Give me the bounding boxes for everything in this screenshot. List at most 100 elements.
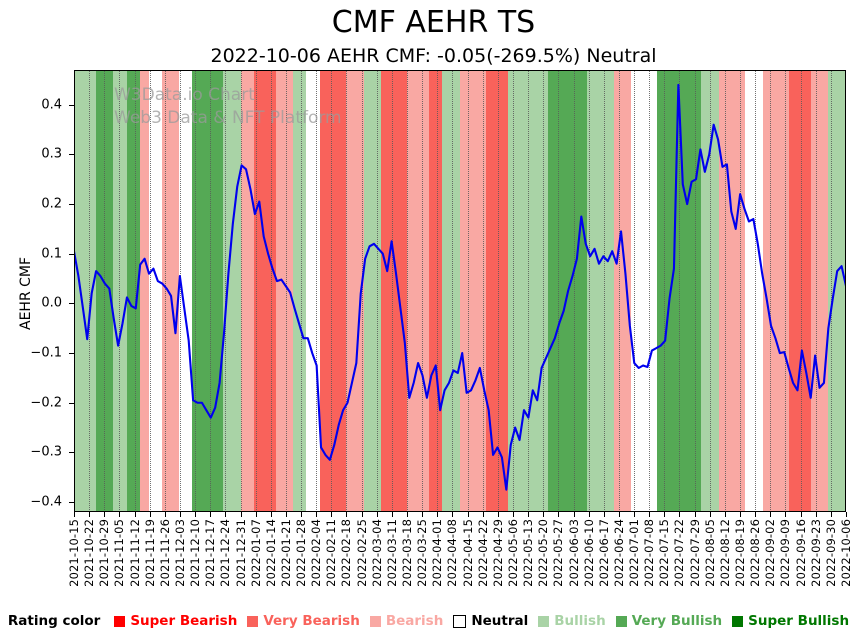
x-tick-label: 2022-10-06	[839, 519, 853, 587]
gridline	[830, 70, 832, 512]
y-tick-mark	[69, 402, 74, 404]
x-tick-mark	[815, 512, 817, 517]
x-tick-mark	[785, 512, 787, 517]
x-tick-mark	[316, 512, 318, 517]
chart-subtitle: 2022-10-06 AEHR CMF: -0.05(-269.5%) Neut…	[210, 45, 657, 67]
rating-band	[718, 70, 746, 512]
rating-band	[223, 70, 242, 512]
plot-area: W3Data.io Chart Web3 Data & NFT Platform	[74, 70, 846, 512]
x-tick-mark	[709, 512, 711, 517]
legend-item[interactable]: Bearish	[369, 613, 444, 629]
gridline	[391, 70, 393, 512]
rating-band	[631, 70, 658, 512]
x-tick-label: 2022-07-22	[672, 519, 687, 587]
x-tick-label: 2022-04-01	[430, 519, 445, 587]
x-tick-mark	[361, 512, 363, 517]
x-tick-mark	[770, 512, 772, 517]
x-tick-label: 2022-01-28	[294, 519, 309, 587]
x-tick-label: 2021-12-17	[203, 519, 218, 587]
x-tick-label: 2022-01-07	[248, 519, 263, 587]
gridline	[740, 70, 742, 512]
legend-item[interactable]: Neutral	[453, 613, 528, 629]
x-tick-label: 2022-03-18	[400, 519, 415, 587]
x-tick-label: 2021-10-22	[82, 519, 97, 587]
rating-band	[762, 70, 790, 512]
y-tick-mark	[69, 204, 74, 206]
legend-item-label: Very Bullish	[631, 613, 723, 629]
x-tick-mark	[830, 512, 832, 517]
x-tick-label: 2022-08-26	[748, 519, 763, 587]
cmf-line-series	[74, 83, 846, 491]
x-tick-label: 2022-06-17	[596, 519, 611, 587]
x-tick-label: 2022-06-24	[611, 519, 626, 587]
x-tick-mark	[104, 512, 106, 517]
gridline	[482, 70, 484, 512]
y-tick-label: −0.3	[30, 444, 62, 460]
x-tick-mark	[301, 512, 303, 517]
x-tick-mark	[543, 512, 545, 517]
gridline	[179, 70, 181, 512]
x-tick-mark	[422, 512, 424, 517]
x-tick-mark	[679, 512, 681, 517]
x-tick-mark	[331, 512, 333, 517]
x-tick-label: 2022-08-19	[733, 519, 748, 587]
rating-band	[293, 70, 308, 512]
x-tick-mark	[407, 512, 409, 517]
legend-item-label: Bearish	[385, 613, 444, 629]
x-tick-mark	[285, 512, 287, 517]
legend-item-label: Very Bearish	[263, 613, 360, 629]
y-tick-label: −0.1	[30, 345, 62, 361]
x-tick-mark	[270, 512, 272, 517]
gridline	[755, 70, 757, 512]
gridline	[225, 70, 227, 512]
legend-item[interactable]: Very Bearish	[247, 613, 360, 629]
x-tick-label: 2021-11-05	[112, 519, 127, 587]
x-tick-label: 2022-03-04	[369, 519, 384, 587]
x-tick-mark	[497, 512, 499, 517]
x-tick-mark	[164, 512, 166, 517]
gridline	[316, 70, 318, 512]
legend-title: Rating color	[7, 613, 101, 629]
gridline	[240, 70, 242, 512]
x-tick-mark	[512, 512, 514, 517]
x-tick-label: 2022-02-25	[354, 519, 369, 587]
x-tick-label: 2021-10-29	[97, 519, 112, 587]
x-tick-label: 2022-05-13	[521, 519, 536, 587]
legend-item[interactable]: Very Bullish	[615, 613, 723, 629]
x-tick-mark	[588, 512, 590, 517]
gridline	[270, 70, 272, 512]
x-tick-mark	[846, 512, 847, 517]
rating-band	[381, 70, 408, 512]
y-tick-label: 0.1	[41, 246, 62, 262]
gridline	[694, 70, 696, 512]
gridline	[346, 70, 348, 512]
x-tick-label: 2021-12-31	[233, 519, 248, 587]
y-tick-mark	[69, 154, 74, 156]
legend-item-label: Super Bearish	[130, 613, 238, 629]
x-tick-label: 2021-11-19	[142, 519, 157, 587]
gridline	[573, 70, 575, 512]
legend-item[interactable]: Super Bullish	[732, 613, 849, 629]
x-tick-label: 2022-04-08	[445, 519, 460, 587]
rating-band	[253, 70, 277, 512]
legend-item-label: Super Bullish	[748, 613, 850, 629]
x-tick-mark	[558, 512, 560, 517]
legend-item[interactable]: Bullish	[538, 613, 606, 629]
x-tick-label: 2022-01-14	[263, 519, 278, 587]
gridline	[588, 70, 590, 512]
gridline	[437, 70, 439, 512]
x-tick-label: 2021-11-26	[157, 519, 172, 587]
rating-band	[126, 70, 141, 512]
x-tick-mark	[740, 512, 742, 517]
legend-item-label: Bullish	[554, 613, 606, 629]
gridline	[89, 70, 91, 512]
x-tick-mark	[452, 512, 454, 517]
x-tick-label: 2022-02-18	[339, 519, 354, 587]
gridline	[149, 70, 151, 512]
legend-item[interactable]: Super Bearish	[114, 613, 237, 629]
x-tick-label: 2022-07-29	[687, 519, 702, 587]
x-tick-label: 2022-07-15	[657, 519, 672, 587]
legend-swatch	[247, 615, 259, 627]
gridline	[543, 70, 545, 512]
gridline	[255, 70, 257, 512]
